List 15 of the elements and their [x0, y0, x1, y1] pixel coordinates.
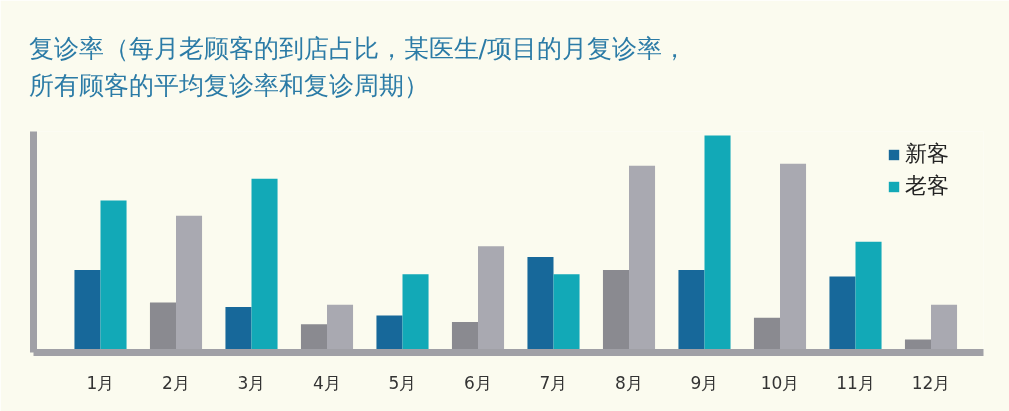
legend-label: 新客 [905, 140, 950, 168]
x-tick-label: 1月 [86, 372, 115, 393]
chart-title: 复诊率（每月老顾客的到店占比，某医生/项目的月复诊率，所有顾客的平均复诊率和复诊周期） [28, 33, 687, 101]
x-tick-label: 11月 [836, 372, 875, 393]
x-tick-label: 3月 [237, 372, 266, 393]
x-tick-label: 10月 [760, 372, 800, 393]
x-tick-label: 9月 [690, 372, 719, 393]
x-tick-label: 4月 [313, 372, 341, 393]
x-tick-label: 7月 [539, 372, 568, 393]
x-tick-label: 6月 [464, 372, 492, 393]
x-tick-label: 5月 [388, 372, 417, 393]
legend-label: 老客 [905, 172, 950, 200]
x-tick-label: 2月 [162, 372, 190, 393]
x-tick-label: 8月 [615, 372, 643, 393]
x-tick-label: 12月 [911, 372, 951, 393]
